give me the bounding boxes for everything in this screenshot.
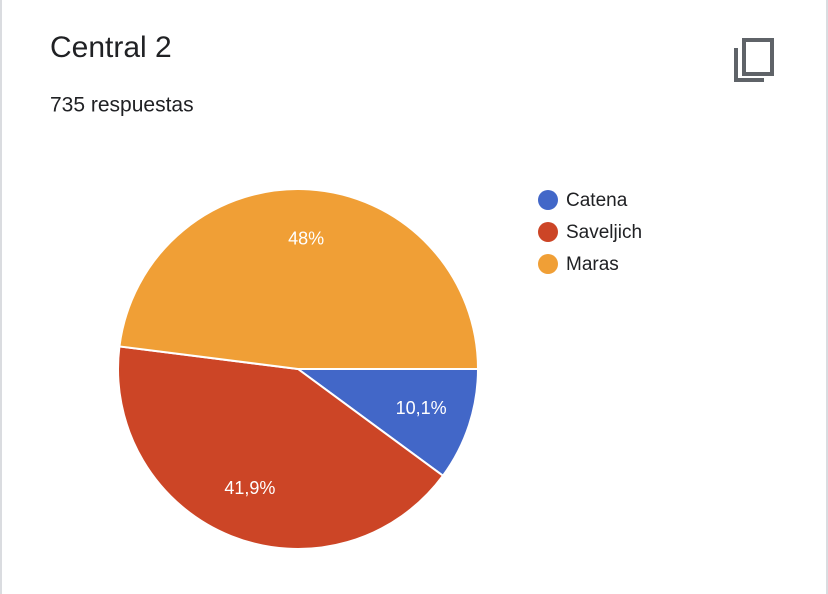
pie-slice — [117, 345, 445, 550]
chart-title: Central 2 — [50, 31, 172, 64]
legend: Catena Saveljich Maras — [538, 190, 642, 275]
legend-label: Maras — [566, 254, 619, 275]
slice-label: 10,1% — [396, 398, 447, 418]
pie-slice — [294, 368, 480, 478]
copy-icon[interactable] — [734, 38, 774, 82]
chart-subtitle: 735 respuestas — [50, 94, 194, 117]
legend-label: Saveljich — [566, 222, 642, 243]
pie-slice — [118, 188, 480, 370]
legend-label: Catena — [566, 190, 628, 211]
pie: 10,1% 41,9% 48% — [117, 188, 480, 550]
slice-label: 48% — [288, 228, 324, 248]
legend-swatch — [538, 190, 558, 210]
legend-swatch — [538, 222, 558, 242]
legend-swatch — [538, 254, 558, 274]
slice-label: 41,9% — [224, 478, 275, 498]
